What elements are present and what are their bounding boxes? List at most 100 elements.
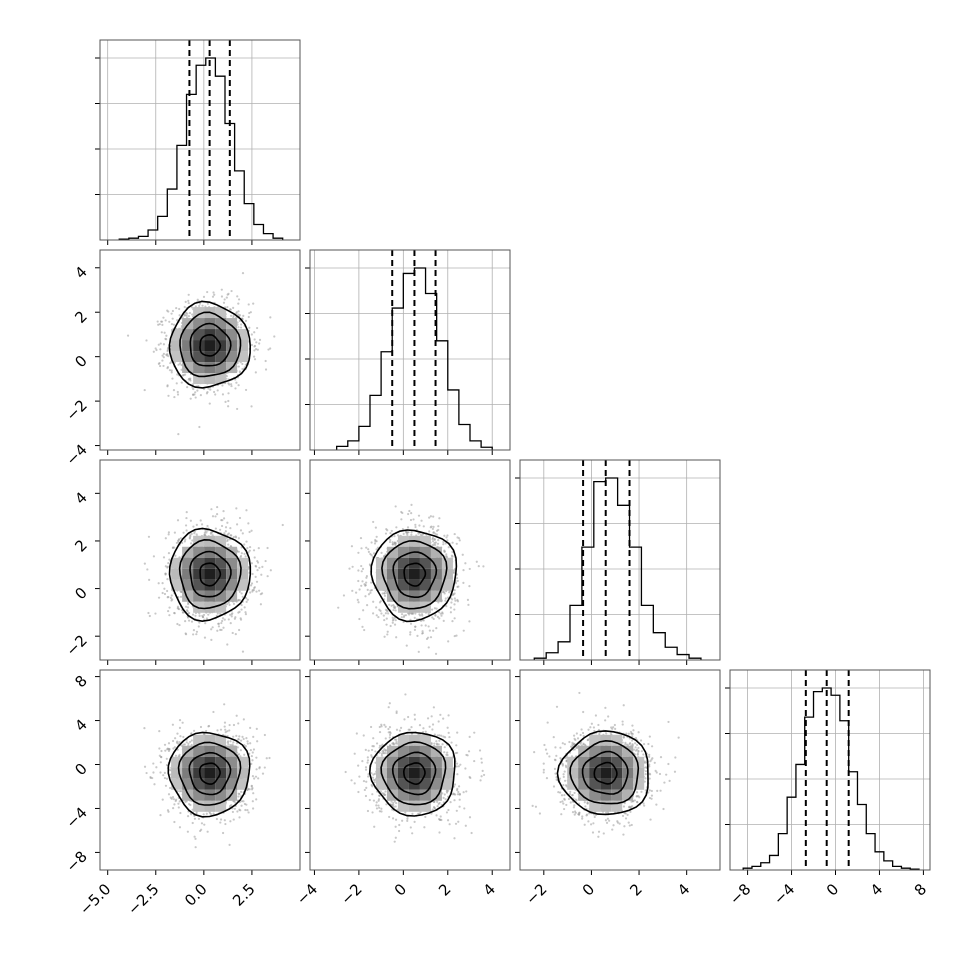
scatter-point [389,532,392,535]
density-cell [171,340,183,352]
density-cell [193,745,205,757]
scatter-point [434,652,438,655]
scatter-point [241,735,244,738]
scatter-point [406,533,409,536]
scatter-point [440,614,443,617]
scatter-point [158,729,161,733]
scatter-point [358,775,361,778]
scatter-point [240,603,243,607]
scatter-point [597,723,600,727]
scatter-point [171,796,175,799]
scatter-point [607,715,610,718]
scatter-point [432,706,435,709]
scatter-point [548,755,551,758]
scatter-point [166,578,169,581]
scatter-point [377,615,380,619]
density-cell [171,579,183,591]
scatter-point [374,750,377,753]
scatter-point [170,322,174,326]
scatter-point [267,348,270,351]
scatter-point [155,348,158,352]
density-cell [408,767,420,779]
scatter-point [216,505,219,509]
y-tick-label: −2 [62,396,90,424]
scatter-point [163,331,166,334]
density-cell [408,568,420,580]
scatter-point [441,743,444,746]
scatter-point [569,801,572,804]
density-cell [193,756,205,768]
scatter-point [552,736,555,739]
scatter-point [466,754,469,757]
scatter-point [232,535,235,539]
scatter-point [238,808,241,811]
density-cell [171,568,183,580]
scatter-point [366,588,369,591]
scatter-point [210,628,213,631]
scatter-point [380,612,383,615]
scatter-point [250,785,253,788]
scatter-point [435,533,439,536]
scatter-point [165,334,168,337]
scatter-point [658,772,662,776]
density-cell [193,557,205,569]
scatter-point [383,618,386,622]
scatter-point [264,359,267,363]
scatter-point [363,583,366,586]
scatter-point [635,743,639,747]
scatter-point [655,771,658,774]
scatter-point [175,382,178,385]
scatter-point [388,603,391,606]
panel-0-0 [95,39,301,245]
scatter-point [624,741,627,744]
scatter-point [654,769,657,772]
scatter-point [219,818,223,821]
scatter-point [254,775,258,778]
scatter-point [249,726,252,729]
scatter-point [444,798,447,801]
scatter-point [453,617,456,620]
scatter-point [161,582,164,585]
y-tick-label: 8 [71,672,90,691]
scatter-point [441,611,444,614]
scatter-point [562,775,565,779]
scatter-point [157,362,160,366]
scatter-point [263,766,266,769]
scatter-point [629,806,632,809]
scatter-point [482,565,485,568]
scatter-point [624,743,627,746]
scatter-point [570,745,573,748]
scatter-point [193,817,196,820]
scatter-point [438,517,441,520]
scatter-point [148,578,151,581]
scatter-point [372,773,375,776]
scatter-point [594,714,597,717]
scatter-point [375,535,378,538]
scatter-point [392,603,395,607]
scatter-point [667,720,670,724]
y-tick-label: 4 [71,488,90,507]
scatter-point [384,608,388,611]
contour-level-1 [188,751,232,796]
scatter-point [404,811,407,814]
scatter-point [397,829,401,833]
contour-level-3 [368,731,456,817]
scatter-point [164,319,167,322]
scatter-point [166,349,169,353]
scatter-point [222,510,225,513]
scatter-point [255,590,258,593]
scatter-point [147,611,150,615]
scatter-point [563,770,566,773]
scatter-point [454,751,457,755]
contour-level-0 [403,562,427,587]
scatter-point [418,524,421,527]
scatter-point [224,530,227,533]
density-cell [375,756,387,768]
scatter-point [171,723,174,726]
scatter-point [230,289,233,293]
density-cell [419,601,431,613]
scatter-point [246,598,249,601]
scatter-point [167,551,171,555]
scatter-point [260,592,264,595]
scatter-point [182,374,185,377]
